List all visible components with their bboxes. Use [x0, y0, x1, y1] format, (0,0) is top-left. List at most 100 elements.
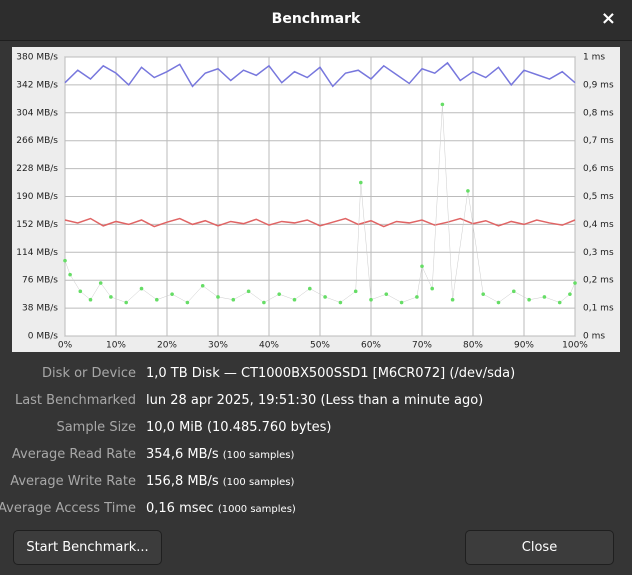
info-value-group: 354,6 MB/s (100 samples)	[146, 447, 294, 462]
y-tick-label: 380 MB/s	[16, 53, 58, 63]
access-time-point	[78, 289, 83, 294]
x-tick-label: 20%	[157, 341, 177, 351]
header-bar: Benchmark ×	[0, 0, 632, 41]
access-time-point	[430, 286, 435, 291]
y2-tick-label: 0,9 ms	[583, 80, 614, 90]
x-tick-label: 0%	[58, 341, 73, 351]
access-time-point	[440, 102, 445, 107]
info-note: (100 samples)	[222, 477, 295, 488]
info-value-group: 0,16 msec (1000 samples)	[146, 501, 296, 516]
info-value: 0,16 msec	[146, 501, 214, 516]
info-row: Sample Size 10,0 MiB (10.485.760 bytes)	[0, 420, 632, 440]
x-tick-label: 100%	[562, 341, 588, 351]
info-value-group: 10,0 MiB (10.485.760 bytes)	[146, 420, 331, 435]
access-time-point	[512, 289, 516, 294]
access-time-point	[68, 272, 72, 277]
access-time-point	[450, 297, 455, 302]
info-value-group: 156,8 MB/s (100 samples)	[146, 474, 294, 489]
access-time-trace	[64, 104, 576, 303]
info-label: Average Write Rate	[10, 474, 136, 489]
close-button[interactable]: Close	[465, 530, 614, 565]
y2-tick-label: 0,2 ms	[583, 276, 614, 286]
info-row: Average Access Time 0,16 msec (1000 sampl…	[0, 501, 632, 521]
x-tick-label: 30%	[208, 341, 228, 351]
y2-tick-label: 0,8 ms	[583, 108, 614, 118]
info-value-group: lun 28 apr 2025, 19:51:30 (Less than a m…	[146, 393, 483, 408]
access-time-point	[308, 286, 312, 291]
info-value: 156,8 MB/s	[146, 474, 219, 489]
y-tick-label: 152 MB/s	[16, 220, 58, 230]
access-time-point	[353, 289, 358, 294]
access-time-point	[63, 258, 67, 263]
info-value: lun 28 apr 2025, 19:51:30 (Less than a m…	[146, 393, 484, 408]
info-value: 354,6 MB/s	[146, 447, 219, 462]
y2-tick-label: 0,3 ms	[583, 248, 614, 258]
x-tick-label: 10%	[106, 341, 126, 351]
info-row: Average Write Rate 156,8 MB/s (100 sample…	[0, 474, 632, 494]
info-row: Average Read Rate 354,6 MB/s (100 samples…	[0, 447, 632, 467]
x-tick-label: 50%	[310, 341, 330, 351]
y2-tick-label: 0,7 ms	[583, 136, 614, 146]
access-time-point	[277, 292, 282, 296]
info-row: Disk or Device 1,0 TB Disk — CT1000BX500S…	[0, 366, 632, 386]
x-tick-label: 40%	[259, 341, 279, 351]
info-label: Sample Size	[56, 420, 136, 435]
access-time-point	[124, 300, 128, 305]
access-time-point	[384, 292, 389, 296]
access-time-point	[338, 300, 343, 305]
access-time-point	[573, 281, 577, 285]
y2-tick-label: 1 ms	[583, 53, 605, 63]
access-time-point	[369, 297, 373, 302]
y2-tick-label: 0,1 ms	[583, 304, 614, 314]
access-time-point	[323, 295, 327, 299]
access-time-point	[415, 295, 419, 299]
info-label: Average Read Rate	[11, 447, 136, 462]
access-time-point	[527, 297, 531, 302]
access-time-point	[359, 180, 363, 185]
y-tick-label: 76 MB/s	[22, 276, 58, 286]
x-tick-label: 90%	[514, 341, 534, 351]
y-tick-label: 190 MB/s	[16, 192, 58, 202]
info-note: (100 samples)	[222, 450, 295, 461]
access-time-point	[466, 189, 470, 193]
access-time-point	[98, 281, 103, 285]
y-tick-label: 342 MB/s	[16, 80, 58, 90]
info-note: (1000 samples)	[217, 504, 296, 515]
access-time-point	[200, 283, 205, 288]
x-tick-label: 80%	[463, 341, 483, 351]
access-time-point	[246, 289, 251, 294]
y-tick-label: 228 MB/s	[16, 164, 58, 174]
x-tick-label: 70%	[412, 341, 432, 351]
info-label: Last Benchmarked	[14, 393, 136, 408]
access-time-point	[481, 292, 486, 296]
access-time-point	[399, 300, 404, 305]
start-benchmark-button[interactable]: Start Benchmark...	[13, 530, 162, 565]
close-icon[interactable]: ×	[600, 8, 616, 29]
access-time-point	[262, 300, 266, 305]
access-time-point	[420, 264, 424, 269]
access-time-point	[542, 295, 547, 299]
info-label: Disk or Device	[42, 366, 136, 381]
info-value: 10,0 MiB (10.485.760 bytes)	[146, 420, 332, 435]
info-row: Last Benchmarked lun 28 apr 2025, 19:51:3…	[0, 393, 632, 413]
dialog-title: Benchmark	[271, 11, 361, 27]
access-time-point	[216, 295, 220, 299]
access-time-point	[155, 297, 159, 302]
info-value-group: 1,0 TB Disk — CT1000BX500SSD1 [M6CR072] …	[146, 366, 515, 381]
benchmark-chart: 0 MB/s 38 MB/s 76 MB/s 114 MB/s 152 MB/s 190 …	[12, 47, 620, 352]
y-tick-label: 114 MB/s	[16, 248, 58, 258]
access-time-point	[139, 286, 144, 291]
access-time-point	[109, 295, 113, 299]
access-time-point	[557, 300, 562, 305]
y2-tick-label: 0,4 ms	[583, 220, 614, 230]
y-tick-label: 266 MB/s	[16, 136, 58, 146]
access-time-point	[185, 300, 190, 305]
y-tick-label: 304 MB/s	[16, 108, 58, 118]
info-label: Average Access Time	[0, 501, 136, 516]
access-time-point	[170, 292, 174, 296]
access-time-point	[231, 297, 236, 302]
rate-line	[64, 61, 576, 88]
access-time-point	[292, 297, 297, 302]
access-time-point	[88, 297, 93, 302]
